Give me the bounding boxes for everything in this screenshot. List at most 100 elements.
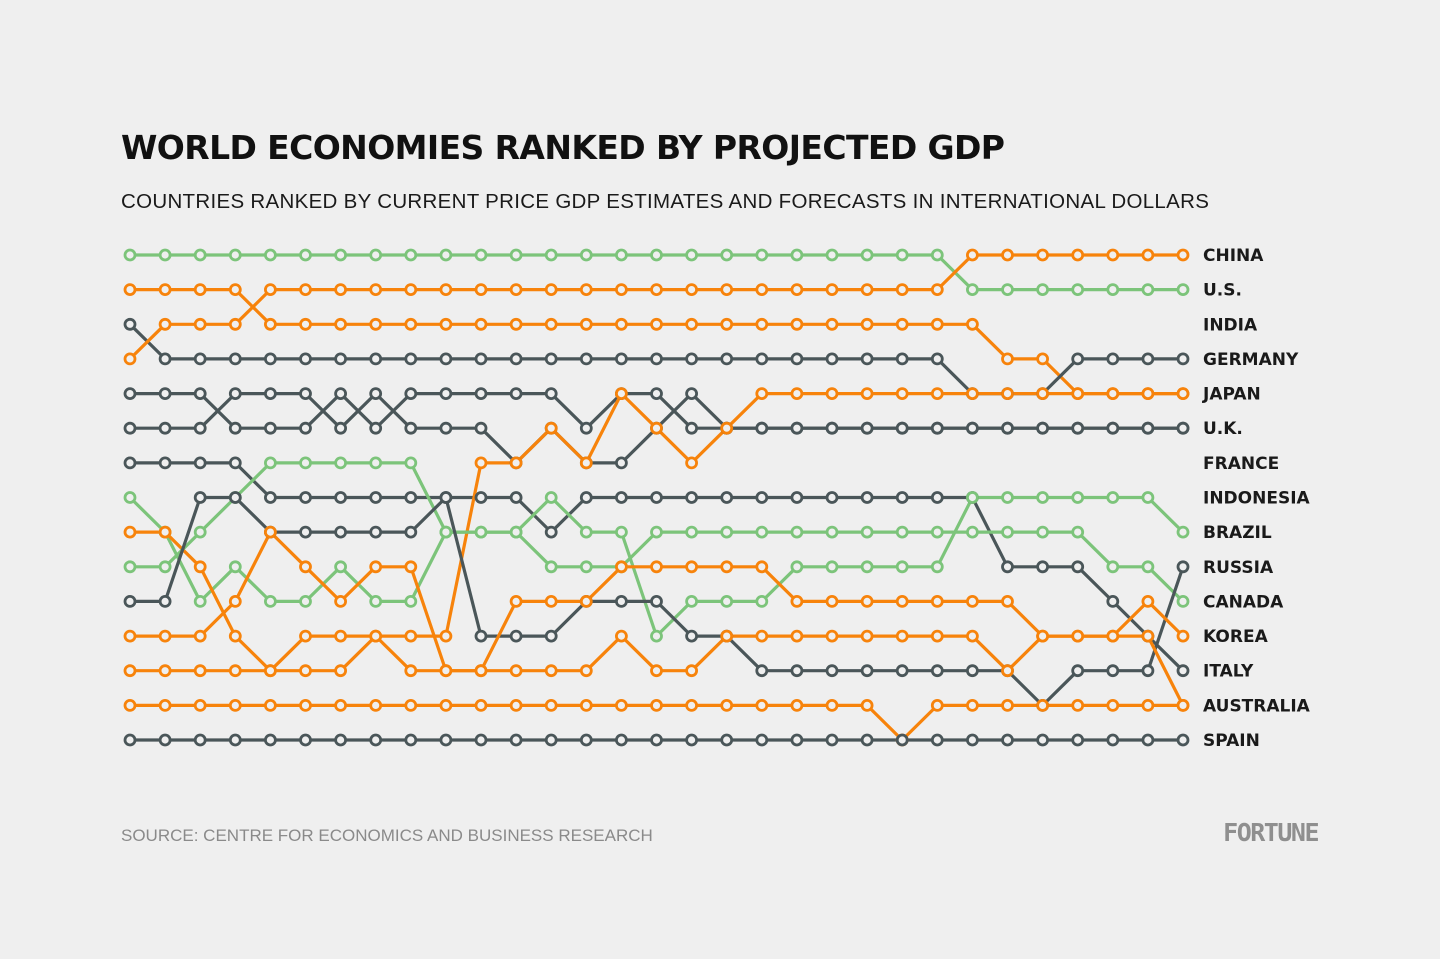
series-6-point <box>1001 421 1014 435</box>
rank-label: U.K. <box>1203 419 1243 439</box>
series-2-point <box>966 317 979 331</box>
series-11-point <box>860 664 874 678</box>
series-15-point <box>439 733 453 747</box>
series-12-point <box>404 560 418 574</box>
series-1-point <box>650 248 663 262</box>
series-11-point <box>615 595 628 608</box>
series-8-point <box>1141 491 1155 504</box>
series-7-point <box>825 491 839 504</box>
series-7-point <box>228 456 242 470</box>
series-10-point <box>439 525 453 539</box>
series-9-point <box>299 664 312 678</box>
series-9-point <box>825 387 839 401</box>
series-1-point <box>755 248 769 262</box>
series-13-point <box>579 664 593 678</box>
series-7-point <box>299 491 312 504</box>
series-9-point <box>404 629 418 643</box>
series-1-point <box>1176 283 1190 297</box>
series-15-point <box>1106 733 1120 747</box>
series-14-point <box>544 699 558 712</box>
series-14-point <box>1071 699 1085 712</box>
series-5-point <box>544 387 558 401</box>
series-6-point <box>158 421 172 435</box>
series-7-point <box>579 491 593 504</box>
series-4-point <box>474 283 488 297</box>
series-10-point <box>720 525 734 539</box>
series-12-point <box>966 595 979 608</box>
series-9-point <box>650 421 663 435</box>
series-4-point <box>193 317 207 331</box>
series-9-point <box>615 387 628 401</box>
series-14-point <box>299 699 312 712</box>
series-13-point <box>439 664 453 678</box>
series-3-point <box>544 352 558 366</box>
series-15-point <box>790 733 804 747</box>
series-10-point <box>825 525 839 539</box>
series-4-point <box>123 352 137 366</box>
series-4-point <box>966 248 979 262</box>
series-10-point <box>755 525 769 539</box>
series-5-point <box>334 387 348 401</box>
series-10-point <box>263 456 277 470</box>
series-3-point <box>615 352 628 366</box>
series-2-point <box>509 317 523 331</box>
series-9-point <box>228 629 242 643</box>
series-14-point <box>825 699 839 712</box>
series-8-point <box>1106 491 1120 504</box>
series-8-point <box>860 560 874 574</box>
series-1-point <box>895 248 909 262</box>
series-4-point <box>685 283 698 297</box>
series-9-point <box>544 421 558 435</box>
series-3-point <box>685 352 698 366</box>
series-1-point <box>930 248 944 262</box>
rank-label: U.S. <box>1203 281 1242 301</box>
series-7-point <box>1176 664 1190 678</box>
series-8-point <box>685 595 698 608</box>
series-1-point <box>1001 283 1014 297</box>
series-1-point <box>228 248 242 262</box>
series-12-point <box>930 595 944 608</box>
series-15-point <box>755 733 769 747</box>
series-4-point <box>720 283 734 297</box>
series-13-point <box>369 629 383 643</box>
series-10-point <box>158 560 172 574</box>
series-14-point <box>369 699 383 712</box>
series-10-point <box>579 560 593 574</box>
series-13-point <box>860 629 874 643</box>
series-6-point <box>404 421 418 435</box>
series-8-point <box>1001 491 1014 504</box>
series-11-point <box>299 525 312 539</box>
series-9-point <box>685 456 698 470</box>
series-7-point <box>474 491 488 504</box>
series-7-point <box>720 491 734 504</box>
series-10-point <box>369 456 383 470</box>
series-13-point <box>685 664 698 678</box>
series-10-point <box>404 456 418 470</box>
series-4-point <box>650 283 663 297</box>
series-4-point <box>615 283 628 297</box>
series-10-point <box>123 560 137 574</box>
series-12-point <box>228 595 242 608</box>
series-4-point <box>509 283 523 297</box>
series-1-point <box>299 248 312 262</box>
series-3-point <box>825 352 839 366</box>
series-7-point <box>158 456 172 470</box>
series-15-point <box>860 733 874 747</box>
series-4-point <box>1176 248 1190 262</box>
series-14-point <box>1106 699 1120 712</box>
series-2-point <box>825 317 839 331</box>
series-9-point <box>1106 387 1120 401</box>
series-12-point <box>193 629 207 643</box>
series-11-point <box>334 525 348 539</box>
series-4-point <box>369 283 383 297</box>
series-14-point <box>930 699 944 712</box>
series-7-point <box>404 491 418 504</box>
series-10-point <box>1071 525 1085 539</box>
rank-label: KOREA <box>1203 627 1269 647</box>
series-4-point <box>825 283 839 297</box>
series-3-point <box>650 352 663 366</box>
series-3-point <box>439 352 453 366</box>
series-12-point <box>334 595 348 608</box>
series-4-point <box>544 283 558 297</box>
